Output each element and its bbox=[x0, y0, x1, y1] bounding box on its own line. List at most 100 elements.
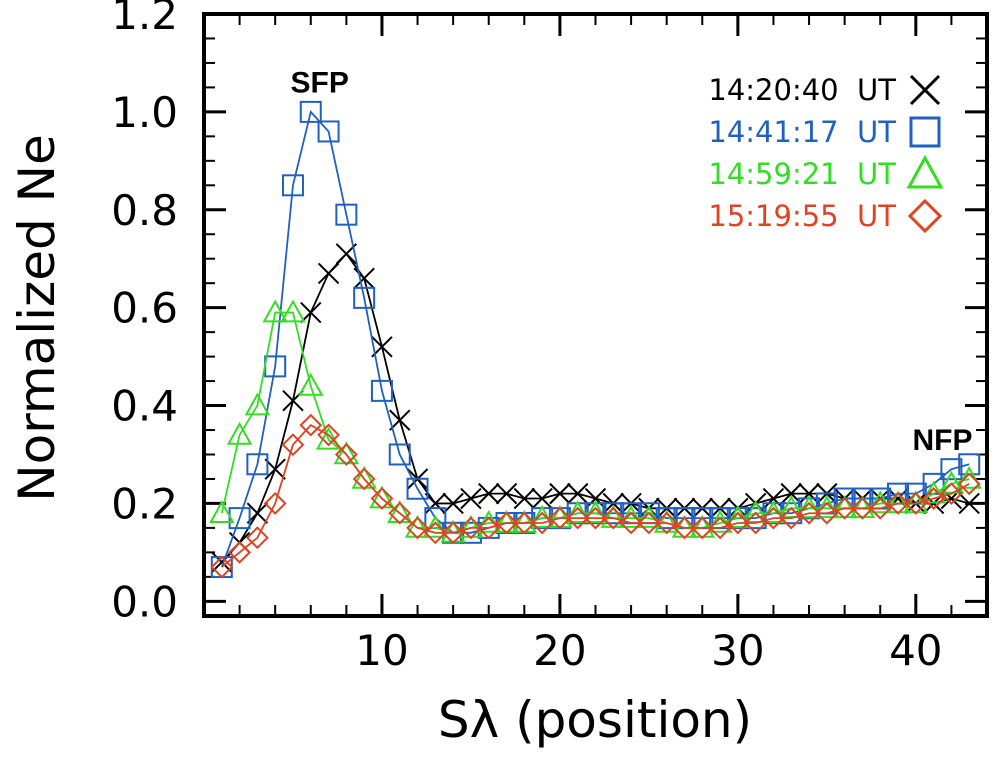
x-tick-label: 30 bbox=[711, 626, 764, 675]
data-point bbox=[300, 301, 322, 324]
data-point bbox=[512, 511, 536, 535]
data-point bbox=[601, 506, 625, 530]
y-tick-label: 0.6 bbox=[111, 284, 178, 333]
data-point bbox=[298, 372, 324, 396]
data-point bbox=[388, 443, 411, 466]
data-point bbox=[939, 482, 963, 506]
data-point bbox=[851, 496, 874, 520]
annotations: SFP NFP bbox=[290, 67, 972, 457]
data-point bbox=[281, 174, 304, 197]
data-point bbox=[549, 482, 571, 505]
data-point bbox=[495, 482, 518, 505]
data-point bbox=[280, 299, 306, 323]
data-point bbox=[957, 472, 981, 496]
data-point bbox=[867, 490, 893, 514]
y-tick-label: 0.0 bbox=[111, 577, 178, 626]
x-tick-label: 20 bbox=[533, 626, 586, 675]
data-point bbox=[459, 516, 483, 540]
data-point bbox=[370, 379, 393, 402]
data-point bbox=[548, 506, 572, 530]
series-layer bbox=[209, 100, 982, 579]
data-point bbox=[584, 506, 607, 530]
data-point bbox=[566, 506, 590, 530]
y-tick-label: 0.2 bbox=[111, 479, 178, 528]
plot-frame bbox=[202, 12, 989, 618]
data-point bbox=[264, 458, 286, 480]
legend-marker-diamond bbox=[907, 198, 943, 234]
data-point bbox=[228, 540, 252, 564]
data-point bbox=[565, 500, 591, 524]
data-point bbox=[406, 516, 429, 540]
data-point bbox=[210, 555, 234, 579]
data-point bbox=[868, 496, 892, 520]
data-point bbox=[529, 505, 555, 528]
legend-marker-triangle bbox=[906, 154, 944, 189]
data-point bbox=[245, 526, 269, 550]
data-point bbox=[956, 465, 982, 489]
data-point bbox=[762, 506, 785, 530]
data-point bbox=[920, 480, 947, 504]
data-point bbox=[618, 505, 644, 528]
y-tick-label: 0.4 bbox=[111, 382, 178, 431]
data-point bbox=[513, 487, 536, 510]
data-point bbox=[478, 482, 500, 505]
data-point bbox=[779, 506, 803, 530]
data-point bbox=[246, 502, 269, 524]
data-point bbox=[690, 516, 714, 540]
data-point bbox=[760, 500, 787, 524]
data-point bbox=[477, 516, 501, 540]
data-point bbox=[922, 487, 946, 510]
data-point bbox=[619, 511, 643, 535]
y-axis-title: Normalized Ne bbox=[8, 134, 66, 502]
data-point bbox=[317, 262, 340, 285]
x-tick-label: 40 bbox=[889, 626, 942, 675]
data-point bbox=[814, 495, 840, 519]
data-point bbox=[334, 443, 358, 466]
x-tick-label: 10 bbox=[355, 626, 408, 675]
legend: 14:20:40 UT 14:41:17 UT 14:59:21 UT 15:19:5… bbox=[708, 73, 944, 234]
data-point bbox=[655, 507, 678, 530]
legend-marker-x bbox=[909, 74, 941, 106]
data-point bbox=[495, 511, 518, 535]
data-point bbox=[335, 203, 358, 226]
data-point bbox=[778, 495, 804, 519]
data-point bbox=[317, 120, 340, 143]
y-tick-label: 0.8 bbox=[111, 186, 178, 235]
data-point bbox=[441, 521, 465, 545]
data-point bbox=[637, 511, 661, 535]
data-point bbox=[317, 423, 340, 447]
data-point bbox=[584, 487, 607, 510]
data-point bbox=[209, 500, 235, 524]
data-point bbox=[602, 502, 625, 525]
data-point bbox=[636, 505, 662, 528]
legend-label: 15:19:55 UT bbox=[708, 199, 896, 233]
data-point bbox=[262, 299, 288, 323]
data-point bbox=[442, 492, 464, 515]
axis-titles: Sλ (position) Normalized Ne bbox=[8, 134, 752, 749]
data-point bbox=[780, 482, 802, 505]
data-point bbox=[263, 492, 287, 515]
annotation-sfp: SFP bbox=[290, 67, 348, 100]
data-point bbox=[422, 514, 449, 538]
data-point bbox=[886, 492, 910, 515]
data-point bbox=[796, 495, 822, 519]
data-point bbox=[531, 487, 553, 510]
tick-labels: 0.0 0.2 0.4 0.6 0.8 1.0 1.2 10 20 30 40 bbox=[111, 0, 942, 675]
data-point bbox=[281, 433, 305, 457]
data-point bbox=[798, 482, 820, 505]
data-point bbox=[762, 487, 785, 510]
legend-label: 14:41:17 UT bbox=[708, 115, 896, 149]
data-point bbox=[406, 477, 429, 500]
data-point bbox=[388, 501, 412, 525]
data-point bbox=[797, 501, 821, 525]
data-point bbox=[744, 511, 768, 535]
series-15:19:55 bbox=[210, 413, 981, 579]
data-point bbox=[353, 267, 375, 289]
data-point bbox=[226, 421, 253, 445]
data-point bbox=[476, 509, 502, 533]
legend-label: 14:20:40 UT bbox=[708, 73, 896, 107]
series-line bbox=[221, 423, 970, 568]
data-point bbox=[958, 492, 980, 515]
data-point bbox=[655, 511, 679, 535]
